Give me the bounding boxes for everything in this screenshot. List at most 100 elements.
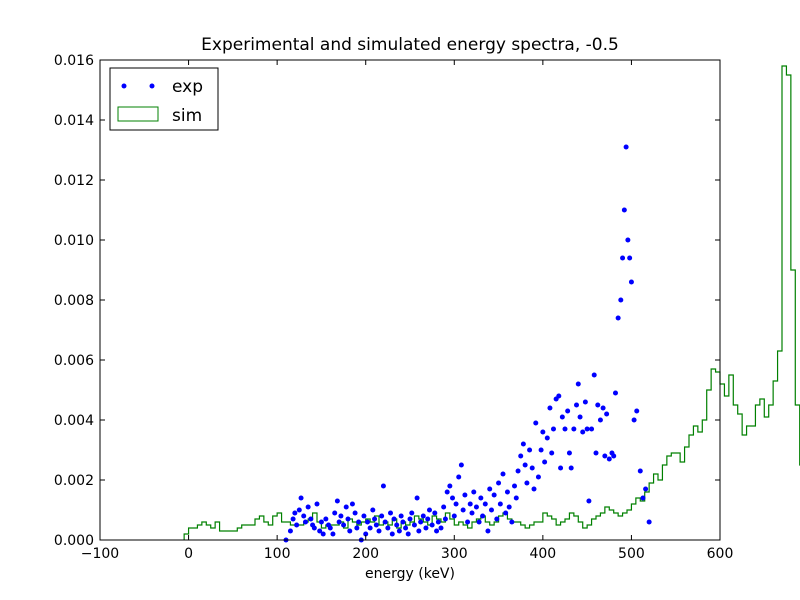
exp-point — [542, 459, 548, 465]
exp-point — [531, 486, 537, 492]
exp-point — [620, 255, 626, 261]
exp-point — [643, 486, 649, 492]
exp-point — [640, 495, 646, 501]
exp-point — [352, 510, 358, 516]
exp-point — [503, 510, 509, 516]
exp-point — [442, 516, 448, 522]
exp-point — [349, 501, 355, 507]
exp-point — [411, 522, 417, 528]
exp-point — [302, 519, 308, 525]
exp-point — [385, 525, 391, 531]
exp-point — [606, 456, 612, 462]
exp-point — [372, 516, 378, 522]
exp-point — [512, 483, 518, 489]
exp-point — [343, 504, 349, 510]
exp-point — [621, 207, 627, 213]
exp-point — [336, 519, 342, 525]
exp-point — [341, 522, 347, 528]
exp-point — [518, 453, 524, 459]
exp-point — [367, 525, 373, 531]
exp-point — [600, 405, 606, 411]
exp-point — [396, 528, 402, 534]
exp-point — [447, 483, 453, 489]
exp-point — [334, 498, 340, 504]
exp-point — [550, 426, 556, 432]
exp-point — [420, 513, 426, 519]
sim-step-line — [183, 65, 800, 540]
exp-point — [478, 495, 484, 501]
exp-point — [612, 390, 618, 396]
exp-point — [467, 501, 473, 507]
exp-point — [418, 519, 424, 525]
exp-point — [488, 507, 494, 513]
chart-title: Experimental and simulated energy spectr… — [201, 35, 619, 55]
exp-point — [586, 498, 592, 504]
exp-point — [456, 474, 462, 480]
legend-sim-label: sim — [172, 106, 202, 126]
x-tick-label: −100 — [81, 546, 119, 562]
exp-point — [435, 519, 441, 525]
exp-point — [434, 528, 440, 534]
exp-point — [524, 480, 530, 486]
exp-point — [485, 528, 491, 534]
exp-point — [398, 513, 404, 519]
exp-point — [559, 414, 565, 420]
exp-point — [450, 495, 456, 501]
exp-point — [338, 513, 344, 519]
exp-point — [625, 237, 631, 243]
exp-point — [376, 528, 382, 534]
x-tick-label: 600 — [707, 546, 734, 562]
exp-point — [513, 495, 519, 501]
exp-point — [487, 486, 493, 492]
exp-point — [533, 420, 539, 426]
exp-point — [558, 465, 564, 471]
exp-point — [320, 531, 326, 537]
exp-point — [458, 462, 464, 468]
exp-point — [317, 528, 323, 534]
exp-point — [566, 450, 572, 456]
exp-point — [527, 447, 533, 453]
exp-point — [451, 513, 457, 519]
exp-point — [574, 402, 580, 408]
exp-point — [496, 480, 502, 486]
exp-point — [476, 519, 482, 525]
exp-point — [584, 426, 590, 432]
exp-point — [327, 525, 333, 531]
exp-point — [388, 510, 394, 516]
exp-point — [568, 465, 574, 471]
exp-point — [628, 279, 634, 285]
exp-point — [429, 522, 435, 528]
legend: exp sim — [109, 67, 219, 131]
exp-point — [416, 528, 422, 534]
exp-point — [444, 489, 450, 495]
exp-point — [438, 525, 444, 531]
exp-point — [409, 510, 415, 516]
exp-point — [361, 513, 367, 519]
exp-point — [462, 492, 468, 498]
exp-point — [589, 426, 595, 432]
exp-point — [318, 519, 324, 525]
exp-point — [290, 516, 296, 522]
exp-point — [556, 393, 562, 399]
y-tick-label: 0.008 — [54, 293, 94, 309]
exp-point — [394, 522, 400, 528]
exp-point — [480, 513, 486, 519]
x-tick-label: 300 — [441, 546, 468, 562]
exp-point — [482, 501, 488, 507]
exp-point — [549, 450, 555, 456]
y-tick-label: 0.004 — [54, 413, 94, 429]
exp-point — [405, 531, 411, 537]
exp-point — [595, 402, 601, 408]
exp-point — [540, 429, 546, 435]
exp-point — [407, 516, 413, 522]
exp-point — [380, 483, 386, 489]
exp-point — [547, 405, 553, 411]
exp-point — [631, 417, 637, 423]
exp-point — [506, 504, 512, 510]
y-tick-label: 0.012 — [54, 173, 94, 189]
exp-point — [520, 441, 526, 447]
y-tick-label: 0.006 — [54, 353, 94, 369]
exp-point — [423, 525, 429, 531]
exp-point — [634, 408, 640, 414]
